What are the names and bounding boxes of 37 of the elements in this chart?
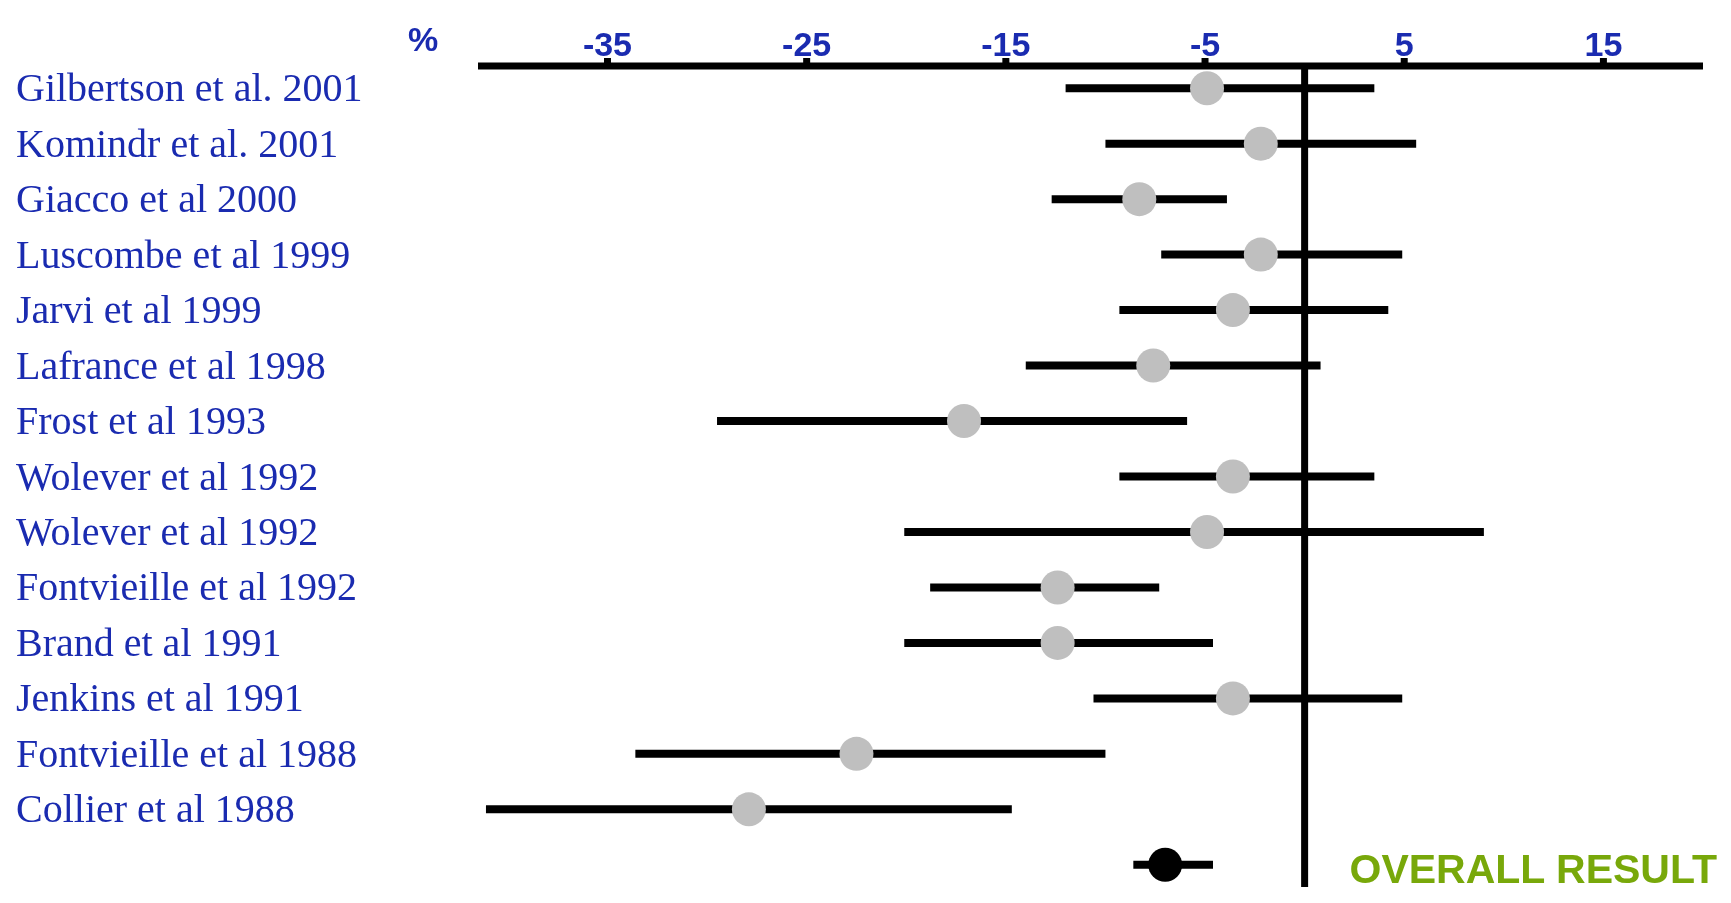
point [1040,570,1075,605]
y-tick-label: Fontvieille et al 1988 [16,730,358,776]
annotation: OVERALL RESULT [1349,846,1717,893]
y-tick-label: Jenkins et al 1991 [16,675,304,721]
x-tick-label: 15 [1584,25,1623,63]
y-tick-label: Wolever et al 1992 [16,508,319,554]
x-tick-label: -25 [782,25,832,63]
point [1190,514,1225,549]
point [1148,847,1183,882]
y-tick-label: Brand et al 1991 [16,619,282,665]
y-tick-label: Giacco et al 2000 [16,176,297,222]
point [1215,293,1250,328]
y-tick-label: Komindr et al. 2001 [16,120,339,166]
x-tick-label: 5 [1394,25,1414,63]
x-axis-title: % [408,20,439,59]
y-tick-label: Lafrance et al 1998 [16,342,326,388]
x-tick-label: -5 [1189,25,1221,63]
point [1040,625,1075,660]
y-tick-label: Jarvi et al 1999 [16,287,262,333]
point [1215,681,1250,716]
point [947,404,982,439]
y-tick-label: Wolever et al 1992 [16,453,319,499]
point [839,736,874,771]
point [1190,71,1225,106]
y-tick-label: Luscombe et al 1999 [16,231,351,277]
point [1122,182,1157,217]
y-tick-label: Gilbertson et al. 2001 [16,65,363,111]
y-tick-label: Frost et al 1993 [16,398,266,444]
point [731,792,766,827]
x-tick-label: -15 [981,25,1031,63]
y-tick-label: Fontvieille et al 1992 [16,564,358,610]
point [1215,459,1250,494]
point [1136,348,1171,383]
point [1243,237,1278,272]
point [1243,126,1278,161]
y-tick-label: Collier et al 1988 [16,786,295,832]
x-tick-label: -35 [582,25,633,63]
